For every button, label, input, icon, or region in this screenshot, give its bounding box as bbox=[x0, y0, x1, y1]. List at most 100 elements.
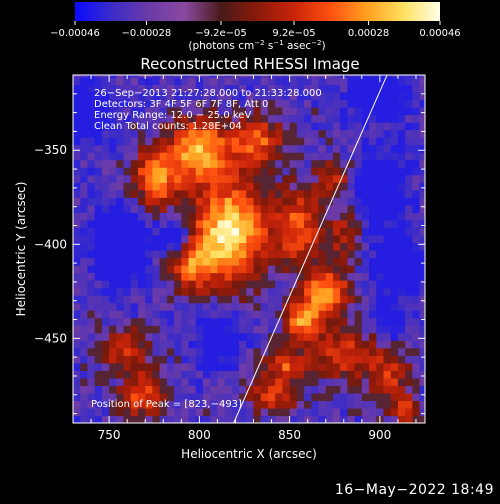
heatmap-cell bbox=[347, 197, 356, 206]
heatmap-cell bbox=[347, 242, 356, 251]
heatmap-cell bbox=[159, 129, 168, 138]
heatmap-cell bbox=[347, 310, 356, 319]
heatmap-cell bbox=[347, 114, 356, 123]
heatmap-cell bbox=[354, 114, 363, 123]
heatmap-cell bbox=[152, 197, 161, 206]
heatmap-cell bbox=[152, 219, 161, 228]
heatmap-cell bbox=[347, 347, 356, 356]
heatmap-cell bbox=[311, 212, 320, 221]
heatmap-cell bbox=[116, 189, 125, 198]
heatmap-cell bbox=[231, 137, 240, 146]
heatmap-cell bbox=[296, 249, 305, 259]
heatmap-cell bbox=[332, 295, 341, 304]
heatmap-cell bbox=[195, 91, 204, 101]
heatmap-cell bbox=[397, 377, 406, 386]
heatmap-cell bbox=[332, 144, 341, 153]
heatmap-cell bbox=[390, 392, 399, 402]
heatmap-cell bbox=[181, 75, 190, 78]
heatmap-cell bbox=[325, 152, 334, 161]
heatmap-cell bbox=[419, 310, 425, 319]
heatmap-cell bbox=[354, 347, 363, 356]
heatmap-cell bbox=[405, 106, 413, 116]
heatmap-cell bbox=[260, 295, 269, 304]
heatmap-cell bbox=[246, 385, 255, 394]
heatmap-cell bbox=[412, 129, 421, 138]
heatmap-cell bbox=[181, 174, 190, 183]
heatmap-cell bbox=[202, 377, 211, 386]
heatmap-cell bbox=[224, 144, 233, 153]
heatmap-cell bbox=[239, 392, 247, 402]
heatmap-cell bbox=[296, 325, 305, 334]
heatmap-cell bbox=[239, 167, 247, 176]
heatmap-cell bbox=[282, 167, 291, 176]
heatmap-cell bbox=[369, 204, 377, 213]
heatmap-cell bbox=[188, 76, 197, 85]
heatmap-cell bbox=[80, 219, 89, 228]
heatmap-cell bbox=[405, 99, 413, 108]
heatmap-cell bbox=[145, 212, 154, 221]
heatmap-cell bbox=[123, 362, 132, 371]
heatmap-cell bbox=[137, 137, 146, 146]
heatmap-cell bbox=[332, 129, 341, 138]
heatmap-cell bbox=[412, 99, 421, 108]
heatmap-cell bbox=[188, 257, 197, 266]
heatmap-cell bbox=[412, 280, 421, 289]
heatmap-cell bbox=[325, 122, 334, 131]
heatmap-cell bbox=[231, 400, 240, 409]
heatmap-cell bbox=[253, 84, 262, 93]
heatmap-cell bbox=[202, 302, 211, 311]
heatmap-cell bbox=[275, 212, 283, 221]
heatmap-cell bbox=[253, 295, 262, 304]
heatmap-cell bbox=[412, 325, 421, 334]
heatmap-cell bbox=[289, 197, 298, 206]
heatmap-cell bbox=[332, 370, 341, 379]
heatmap-cell bbox=[188, 84, 197, 93]
heatmap-cell bbox=[210, 317, 219, 326]
heatmap-cell bbox=[296, 415, 305, 423]
heatmap-cell bbox=[325, 219, 334, 228]
heatmap-cell bbox=[217, 362, 226, 371]
heatmap-cell bbox=[260, 257, 269, 266]
heatmap-cell bbox=[311, 99, 320, 108]
heatmap-cell bbox=[217, 317, 226, 326]
heatmap-cell bbox=[174, 114, 182, 123]
heatmap-cell bbox=[354, 182, 363, 191]
heatmap-cell bbox=[369, 99, 377, 108]
heatmap-cell bbox=[231, 106, 240, 116]
heatmap-cell bbox=[419, 370, 425, 379]
heatmap-cell bbox=[412, 377, 421, 386]
heatmap-cell bbox=[239, 385, 247, 394]
heatmap-cell bbox=[188, 310, 197, 319]
heatmap-cell bbox=[397, 212, 406, 221]
heatmap-cell bbox=[231, 272, 240, 281]
heatmap-cell bbox=[311, 144, 320, 153]
heatmap-cell bbox=[296, 310, 305, 319]
heatmap-cell bbox=[174, 295, 182, 304]
heatmap-cell bbox=[174, 325, 182, 334]
heatmap-cell bbox=[166, 234, 175, 244]
heatmap-cell bbox=[340, 347, 348, 356]
heatmap-cell bbox=[267, 114, 276, 123]
heatmap-cell bbox=[159, 84, 168, 93]
heatmap-cell bbox=[304, 159, 312, 168]
heatmap-cell bbox=[260, 377, 269, 386]
heatmap-cell bbox=[369, 332, 377, 341]
heatmap-cell bbox=[347, 144, 356, 153]
heatmap-cell bbox=[224, 400, 233, 409]
heatmap-cell bbox=[332, 272, 341, 281]
heatmap-cell bbox=[217, 212, 226, 221]
heatmap-cell bbox=[109, 122, 117, 131]
heatmap-cell bbox=[224, 355, 233, 364]
heatmap-cell bbox=[383, 257, 392, 266]
heatmap-cell bbox=[188, 400, 197, 409]
heatmap-cell bbox=[101, 242, 110, 251]
heatmap-cell bbox=[318, 219, 327, 228]
heatmap-cell bbox=[347, 122, 356, 131]
heatmap-cell bbox=[390, 75, 399, 78]
heatmap-cell bbox=[282, 84, 291, 93]
heatmap-cell bbox=[202, 159, 211, 168]
heatmap-cell bbox=[224, 257, 233, 266]
heatmap-cell bbox=[267, 317, 276, 326]
heatmap-cell bbox=[267, 295, 276, 304]
heatmap-cell bbox=[123, 407, 132, 417]
